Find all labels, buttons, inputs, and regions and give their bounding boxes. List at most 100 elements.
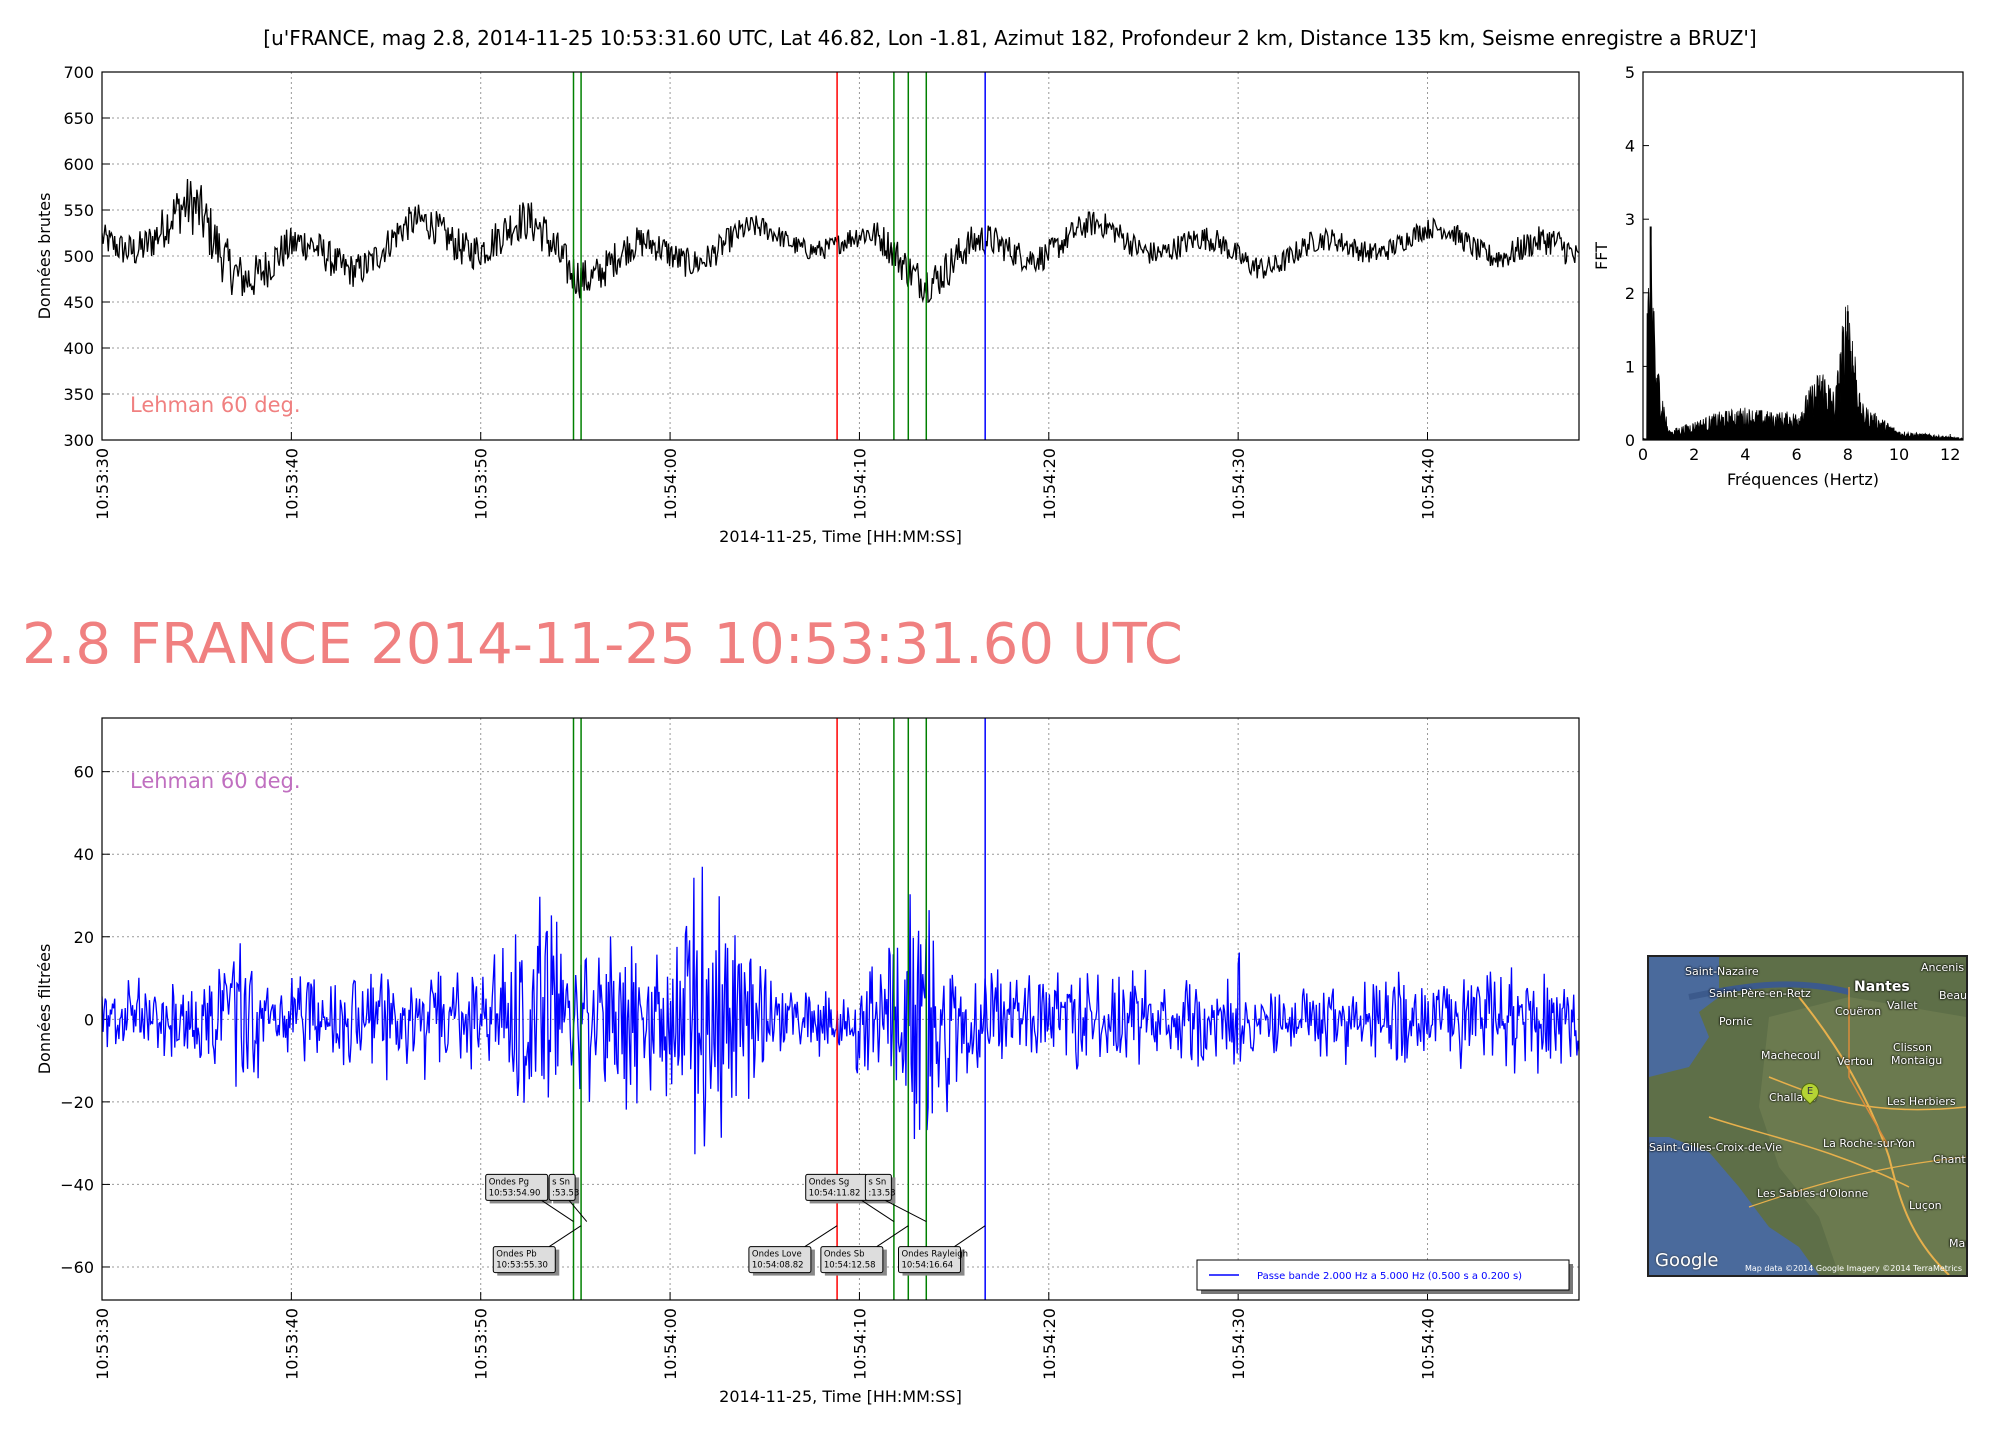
- phase-label-name: Ondes Pg: [489, 1177, 529, 1187]
- map-label: Nantes: [1854, 979, 1910, 995]
- y-tick-label: 400: [63, 339, 94, 358]
- x-tick-label: 10:54:30: [1229, 1308, 1248, 1380]
- map-label: Couëron: [1835, 1005, 1882, 1018]
- map-image: [1649, 957, 1966, 1275]
- map-label: Pornic: [1719, 1015, 1753, 1028]
- top-title: [u'FRANCE, mag 2.8, 2014-11-25 10:53:31.…: [263, 26, 1756, 50]
- y-tick-label: 40: [74, 845, 94, 864]
- phase-label-time: 10:54:16.64: [901, 1261, 953, 1271]
- fft-spectrum: [1642, 231, 1964, 441]
- map-label: Mar: [1949, 1237, 1968, 1250]
- fft-y-tick-label: 2: [1625, 284, 1635, 303]
- map-label: Montaigu: [1891, 1054, 1943, 1067]
- phase-label-box: [548, 1173, 576, 1201]
- map-label: Chanton: [1933, 1153, 1966, 1166]
- x-axis-label: 2014-11-25, Time [HH:MM:SS]: [719, 527, 962, 546]
- phase-label-box: [485, 1173, 549, 1201]
- x-tick-label: 10:54:40: [1419, 1308, 1438, 1380]
- y-tick-label: 60: [74, 763, 94, 782]
- phase-label-arrow: [804, 1225, 838, 1248]
- y-axis-label: Données filtrées: [35, 944, 54, 1075]
- map-label: Saint-Nazaire: [1685, 965, 1759, 978]
- map-label: Luçon: [1909, 1199, 1942, 1212]
- phase-label-name: s Sn: [552, 1177, 570, 1187]
- y-tick-label: −40: [60, 1175, 94, 1194]
- phase-label-arrow: [885, 1199, 927, 1223]
- plot-frame: [101, 71, 1580, 441]
- phase-label-box: [492, 1246, 556, 1274]
- x-axis-label: 2014-11-25, Time [HH:MM:SS]: [719, 1387, 962, 1406]
- x-tick-label: 10:54:40: [1419, 448, 1438, 520]
- y-tick-label: 600: [63, 155, 94, 174]
- fft-x-tick-label: 12: [1940, 445, 1960, 464]
- x-tick-label: 10:54:10: [850, 1308, 869, 1380]
- map-label: Saint-Père-en-Retz: [1709, 987, 1811, 1000]
- phase-label-arrow: [548, 1225, 582, 1248]
- fft-x-tick-label: 0: [1638, 445, 1648, 464]
- google-logo: Google: [1655, 1250, 1719, 1271]
- map-label: Clisson: [1893, 1041, 1932, 1054]
- y-tick-label: 300: [63, 431, 94, 450]
- fft-x-tick-label: 10: [1889, 445, 1909, 464]
- location-map[interactable]: Saint-Nazaire Saint-Père-en-Retz Nantes …: [1647, 955, 1968, 1277]
- x-tick-label: 10:54:10: [850, 448, 869, 520]
- map-label: La Roche-sur-Yon: [1823, 1137, 1916, 1150]
- fft-y-tick-label: 5: [1625, 63, 1635, 82]
- phase-label-time: 10:53:55.30: [496, 1261, 548, 1271]
- map-label: Beau: [1939, 989, 1968, 1002]
- fft-x-tick-label: 6: [1792, 445, 1802, 464]
- y-tick-label: 450: [63, 293, 94, 312]
- lehman-annotation: Lehman 60 deg.: [130, 393, 301, 417]
- x-tick-label: 10:53:40: [282, 448, 301, 520]
- fft-y-tick-label: 1: [1625, 357, 1635, 376]
- phase-label-box: [864, 1173, 892, 1201]
- phase-label-arrow: [541, 1200, 574, 1222]
- plot-frame: [101, 717, 1580, 1301]
- y-tick-label: −60: [60, 1258, 94, 1277]
- y-tick-label: 20: [74, 928, 94, 947]
- phase-label-name: Ondes Pb: [496, 1250, 536, 1260]
- phase-label-time: :53.53: [552, 1188, 579, 1198]
- fft-x-axis-label: Fréquences (Hertz): [1727, 470, 1879, 489]
- x-tick-label: 10:54:20: [1040, 1308, 1059, 1380]
- y-tick-label: 350: [63, 385, 94, 404]
- filtered-series-line: [102, 866, 1579, 1155]
- phase-label-time: 10:53:54.90: [489, 1188, 541, 1198]
- phase-label-name: Ondes Sb: [824, 1250, 865, 1260]
- x-tick-label: 10:53:50: [472, 448, 491, 520]
- y-tick-label: 0: [84, 1010, 94, 1029]
- phase-label-arrow: [861, 1200, 895, 1222]
- x-tick-label: 10:54:30: [1229, 448, 1248, 520]
- map-label: Saint-Gilles-Croix-de-Vie: [1649, 1141, 1783, 1154]
- phase-label-name: Ondes Sg: [809, 1177, 850, 1187]
- y-tick-label: 550: [63, 201, 94, 220]
- phase-label-arrow: [954, 1225, 986, 1248]
- y-tick-label: −20: [60, 1093, 94, 1112]
- legend-box: [1196, 1259, 1570, 1291]
- y-tick-label: 650: [63, 109, 94, 128]
- phase-label-arrow: [876, 1225, 909, 1248]
- x-tick-label: 10:53:40: [282, 1308, 301, 1380]
- lehman-annotation: Lehman 60 deg.: [130, 769, 301, 793]
- fft-x-tick-label: 2: [1689, 445, 1699, 464]
- map-label: Ancenis: [1921, 961, 1965, 974]
- fft-frame: [1642, 71, 1964, 441]
- phase-label-box: [748, 1246, 812, 1274]
- x-tick-label: 10:54:00: [661, 1308, 680, 1380]
- legend-label: Passe bande 2.000 Hz a 5.000 Hz (0.500 s…: [1257, 1271, 1522, 1282]
- phase-label-time: 10:54:08.82: [752, 1261, 804, 1271]
- fft-x-tick-label: 4: [1740, 445, 1750, 464]
- fft-y-axis-label: FFT: [1592, 242, 1611, 270]
- phase-label-time: 10:54:11.82: [809, 1188, 861, 1198]
- map-label: Les Sables-d'Olonne: [1757, 1187, 1869, 1200]
- raw-series-line: [102, 178, 1579, 304]
- x-tick-label: 10:53:50: [472, 1308, 491, 1380]
- y-tick-label: 500: [63, 247, 94, 266]
- map-label: Les Herbiers: [1887, 1095, 1956, 1108]
- event-big-title: 2.8 FRANCE 2014-11-25 10:53:31.60 UTC: [22, 612, 1183, 677]
- fft-y-tick-label: 3: [1625, 210, 1635, 229]
- x-tick-label: 10:54:20: [1040, 448, 1059, 520]
- phase-label-box: [820, 1246, 884, 1274]
